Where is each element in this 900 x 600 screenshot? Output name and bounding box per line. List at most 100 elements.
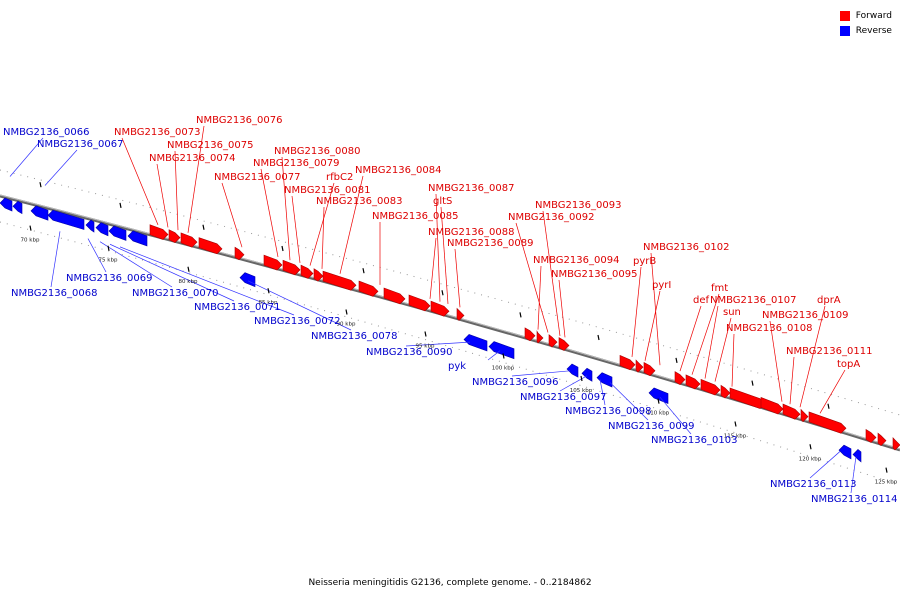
forward-gene-25[interactable] bbox=[720, 384, 731, 399]
forward-gene-label[interactable]: NMBG2136_0087 bbox=[428, 183, 514, 194]
forward-gene-31[interactable] bbox=[865, 428, 877, 443]
reverse-gene-label[interactable]: NMBG2136_0068 bbox=[11, 288, 97, 299]
forward-gene-label[interactable]: NMBG2136_0109 bbox=[762, 310, 848, 321]
forward-gene-11[interactable] bbox=[383, 287, 406, 305]
reverse-gene-label[interactable]: NMBG2136_0099 bbox=[608, 421, 694, 432]
forward-gene-label[interactable]: NMBG2136_0095 bbox=[551, 269, 637, 280]
forward-gene-label[interactable]: dprA bbox=[817, 295, 841, 306]
reverse-gene-label[interactable]: NMBG2136_0071 bbox=[194, 302, 280, 313]
reverse-gene-label[interactable]: NMBG2136_0113 bbox=[770, 479, 856, 490]
forward-gene-label[interactable]: NMBG2136_0073 bbox=[114, 127, 200, 138]
forward-gene-2[interactable] bbox=[180, 232, 198, 248]
reverse-gene-16[interactable] bbox=[852, 449, 862, 463]
reverse-gene-label[interactable]: NMBG2136_0066 bbox=[3, 127, 89, 138]
forward-gene-16[interactable] bbox=[536, 330, 544, 344]
forward-gene-20[interactable] bbox=[635, 359, 644, 373]
forward-gene-12[interactable] bbox=[408, 294, 431, 312]
reverse-gene-4[interactable] bbox=[85, 219, 95, 233]
reverse-gene-label[interactable]: NMBG2136_0114 bbox=[811, 494, 897, 505]
forward-gene-label[interactable]: gltS bbox=[433, 196, 452, 207]
forward-gene-22[interactable] bbox=[674, 371, 686, 385]
forward-gene-32[interactable] bbox=[877, 432, 887, 447]
reverse-gene-2[interactable] bbox=[30, 205, 49, 221]
forward-gene-5[interactable] bbox=[263, 254, 283, 271]
forward-gene-label[interactable]: NMBG2136_0107 bbox=[710, 295, 796, 306]
forward-gene-13[interactable] bbox=[430, 300, 450, 317]
forward-gene-23[interactable] bbox=[685, 374, 701, 390]
forward-gene-label[interactable]: NMBG2136_0092 bbox=[508, 212, 594, 223]
forward-gene-label[interactable]: NMBG2136_0076 bbox=[196, 115, 282, 126]
reverse-gene-12[interactable] bbox=[581, 367, 593, 382]
reverse-gene-3[interactable] bbox=[47, 209, 85, 230]
forward-gene-label[interactable]: NMBG2136_0085 bbox=[372, 211, 458, 222]
reverse-gene-14[interactable] bbox=[648, 387, 669, 404]
forward-gene-8[interactable] bbox=[313, 268, 324, 282]
forward-gene-label[interactable]: NMBG2136_0077 bbox=[214, 172, 300, 183]
forward-gene-17[interactable] bbox=[548, 334, 558, 348]
forward-gene-label[interactable]: topA bbox=[837, 359, 860, 370]
forward-gene-label[interactable]: NMBG2136_0089 bbox=[447, 238, 533, 249]
forward-gene-label[interactable]: NMBG2136_0083 bbox=[316, 196, 402, 207]
forward-gene-4[interactable] bbox=[234, 246, 245, 261]
reverse-gene-label[interactable]: NMBG2136_0078 bbox=[311, 331, 397, 342]
forward-gene-28[interactable] bbox=[782, 403, 801, 420]
forward-gene-label[interactable]: NMBG2136_0093 bbox=[535, 200, 621, 211]
reverse-gene-label[interactable]: NMBG2136_0098 bbox=[565, 406, 651, 417]
forward-gene-33[interactable] bbox=[892, 437, 900, 451]
forward-gene-10[interactable] bbox=[358, 280, 379, 297]
forward-gene-label[interactable]: NMBG2136_0081 bbox=[284, 185, 370, 196]
forward-gene-label[interactable]: def bbox=[693, 295, 710, 306]
forward-gene-label[interactable]: NMBG2136_0102 bbox=[643, 242, 729, 253]
forward-gene-label[interactable]: NMBG2136_0074 bbox=[149, 153, 235, 164]
forward-gene-24[interactable] bbox=[700, 378, 721, 396]
forward-gene-6[interactable] bbox=[282, 259, 301, 276]
forward-gene-15[interactable] bbox=[524, 327, 536, 342]
forward-gene-label[interactable]: NMBG2136_0111 bbox=[786, 346, 872, 357]
forward-gene-0[interactable] bbox=[149, 224, 169, 240]
forward-gene-label[interactable]: pyrI bbox=[652, 280, 671, 291]
reverse-gene-13[interactable] bbox=[596, 372, 613, 388]
forward-gene-label[interactable]: NMBG2136_0079 bbox=[253, 158, 339, 169]
forward-gene-21[interactable] bbox=[643, 361, 656, 377]
forward-gene-label[interactable]: NMBG2136_0094 bbox=[533, 255, 619, 266]
reverse-gene-5[interactable] bbox=[95, 222, 109, 237]
reverse-gene-label[interactable]: NMBG2136_0103 bbox=[651, 435, 737, 446]
reverse-gene-10[interactable] bbox=[488, 341, 515, 360]
reverse-gene-label[interactable]: NMBG2136_0097 bbox=[520, 392, 606, 403]
forward-gene-29[interactable] bbox=[800, 408, 809, 423]
forward-gene-label[interactable]: fmt bbox=[711, 283, 728, 294]
forward-gene-label[interactable]: NMBG2136_0088 bbox=[428, 227, 514, 238]
reverse-gene-label[interactable]: NMBG2136_0069 bbox=[66, 273, 152, 284]
reverse-gene-6[interactable] bbox=[108, 225, 127, 241]
forward-gene-7[interactable] bbox=[300, 264, 314, 279]
forward-gene-label[interactable]: NMBG2136_0075 bbox=[167, 140, 253, 151]
forward-gene-3[interactable] bbox=[198, 237, 223, 255]
reverse-gene-15[interactable] bbox=[838, 444, 852, 460]
reverse-gene-label[interactable]: NMBG2136_0072 bbox=[254, 316, 340, 327]
reverse-gene-label[interactable]: NMBG2136_0096 bbox=[472, 377, 558, 388]
reverse-gene-9[interactable] bbox=[463, 334, 488, 352]
forward-gene-27[interactable] bbox=[760, 396, 784, 415]
forward-gene-1[interactable] bbox=[168, 229, 181, 244]
forward-gene-label[interactable]: sun bbox=[723, 307, 741, 318]
reverse-gene-7[interactable] bbox=[127, 230, 148, 247]
forward-gene-18[interactable] bbox=[558, 337, 570, 351]
forward-gene-label[interactable]: rfbC2 bbox=[326, 172, 353, 183]
forward-gene-9[interactable] bbox=[322, 270, 357, 291]
forward-gene-label[interactable]: NMBG2136_0084 bbox=[355, 165, 441, 176]
forward-gene-14[interactable] bbox=[456, 307, 465, 321]
reverse-gene-label[interactable]: NMBG2136_0067 bbox=[37, 139, 123, 150]
reverse-gene-label[interactable]: NMBG2136_0070 bbox=[132, 288, 218, 299]
forward-gene-19[interactable] bbox=[619, 354, 636, 371]
forward-gene-26[interactable] bbox=[729, 387, 766, 409]
reverse-gene-8[interactable] bbox=[239, 272, 256, 288]
forward-gene-label[interactable]: NMBG2136_0108 bbox=[726, 323, 812, 334]
reverse-gene-1[interactable] bbox=[12, 200, 23, 215]
forward-gene-label[interactable]: NMBG2136_0080 bbox=[274, 146, 360, 157]
forward-gene-30[interactable] bbox=[808, 411, 847, 434]
reverse-gene-0[interactable] bbox=[0, 197, 13, 212]
forward-gene-label[interactable]: pyrB bbox=[633, 256, 656, 267]
reverse-gene-label[interactable]: pyk bbox=[448, 361, 466, 372]
reverse-gene-11[interactable] bbox=[566, 363, 579, 378]
reverse-gene-label[interactable]: NMBG2136_0090 bbox=[366, 347, 452, 358]
